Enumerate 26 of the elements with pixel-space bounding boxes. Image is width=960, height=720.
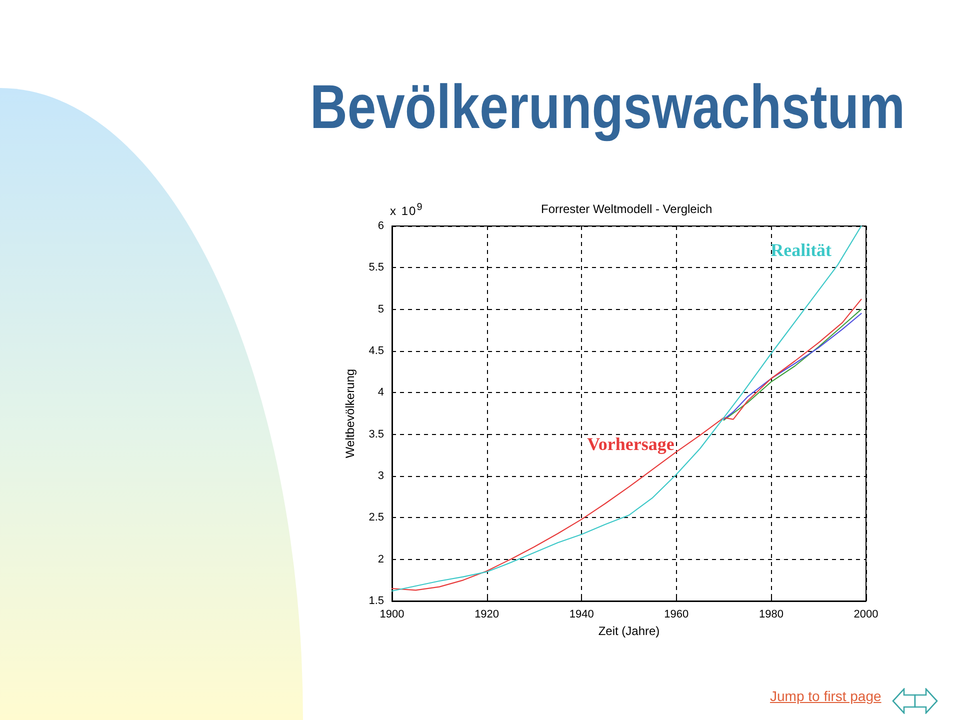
x-tick-label: 1940 <box>569 608 594 620</box>
y-tick-label: 3 <box>378 470 384 482</box>
x-tick-label: 2000 <box>854 608 878 620</box>
y-tick-label: 3.5 <box>368 428 384 440</box>
y-tick-label: 4.5 <box>368 345 384 357</box>
y-axis-title: Weltbevölkerung <box>343 368 357 458</box>
series-label: Realität <box>770 240 832 260</box>
line-series <box>391 298 862 591</box>
x-tick-label: 1980 <box>758 608 784 620</box>
text: Jump to first page <box>770 688 882 704</box>
x-tick-label: 1900 <box>380 608 404 620</box>
y-tick-label: 5 <box>378 303 384 316</box>
y-tick-label: 4 <box>378 386 384 399</box>
chart-subtitle: Forrester Weltmodell - Vergleich <box>541 202 712 216</box>
text: x 10$^{9}$ <box>390 202 424 218</box>
chart-title: Bevölkerungswachstum <box>310 73 905 142</box>
y-tick-label: 2 <box>378 553 384 566</box>
line-series <box>391 225 862 592</box>
y-tick-label: 5.5 <box>368 262 384 274</box>
x-axis-title: Zeit (Jahre) <box>598 624 660 638</box>
series-label: Vorhersage <box>587 434 674 454</box>
y-tick-label: 2.5 <box>368 512 384 524</box>
y-tick-label: 1.5 <box>368 595 384 607</box>
y-tick-label: 6 <box>378 220 384 232</box>
x-tick-label: 1920 <box>474 608 500 620</box>
x-tick-label: 1960 <box>664 608 689 620</box>
